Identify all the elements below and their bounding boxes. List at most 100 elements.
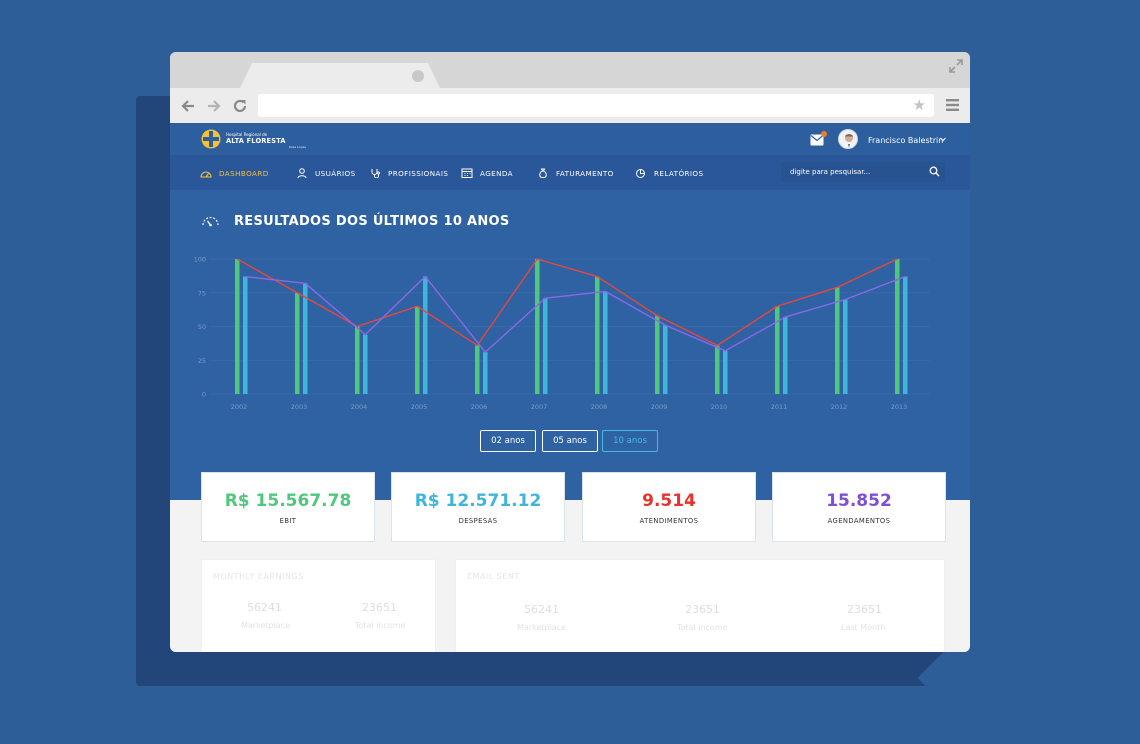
kpi-value: 9.514 — [642, 491, 696, 511]
reload-icon[interactable] — [231, 97, 249, 115]
x-tick-label: 2003 — [291, 403, 308, 411]
kpi-label: EBIT — [279, 517, 297, 525]
user-name[interactable]: Francisco Balestrin — [868, 136, 944, 145]
x-tick-label: 2002 — [231, 403, 248, 411]
logo-tagline: Rosa Lopes — [289, 145, 306, 149]
bar — [295, 292, 300, 394]
stat-value: 23651 — [847, 603, 882, 616]
chevron-down-icon[interactable] — [940, 137, 946, 142]
bar — [303, 283, 308, 394]
nav-label: PROFISSIONAIS — [388, 168, 449, 178]
x-tick-label: 2007 — [531, 403, 548, 411]
mail-icon[interactable] — [810, 134, 824, 146]
bar — [723, 350, 728, 394]
stat-label: Marketplace — [517, 623, 567, 632]
nav-label: AGENDA — [480, 168, 514, 178]
expand-icon[interactable] — [948, 58, 964, 74]
bar — [535, 259, 540, 394]
forward-arrow-icon[interactable] — [205, 97, 223, 115]
hospital-logo[interactable]: Hospital Regional de ALTA FLORESTA Rosa … — [201, 129, 311, 150]
y-tick-label: 0 — [202, 391, 206, 399]
nav-label: FATURAMENTO — [556, 168, 614, 178]
search-input[interactable]: digite para pesquisar... — [781, 162, 945, 182]
y-tick-label: 25 — [198, 357, 206, 365]
y-tick-label: 75 — [198, 289, 206, 297]
stat-label: Marketplace — [241, 621, 291, 630]
x-tick-label: 2011 — [771, 403, 788, 411]
nav-item-usuarios[interactable]: USUÁRIOS — [296, 168, 356, 178]
stat-value: 56241 — [247, 601, 282, 614]
series-line — [236, 258, 898, 347]
speedometer-icon — [202, 216, 219, 227]
kpi-label: AGENDAMENTOS — [827, 517, 891, 525]
user-icon — [297, 168, 307, 178]
avatar-person-icon — [841, 134, 857, 148]
series-line — [245, 275, 906, 353]
bar — [595, 276, 600, 394]
browser-menu-icon[interactable] — [946, 99, 959, 111]
x-tick-label: 2006 — [471, 403, 488, 411]
logo-subtitle: Hospital Regional de — [226, 132, 268, 137]
y-tick-label: 50 — [198, 323, 206, 331]
range-button-5y[interactable]: 05 anos — [542, 430, 598, 452]
range-button-10y[interactable]: 10 anos — [602, 430, 658, 452]
card-title: EMAIL SENT — [467, 572, 520, 581]
bookmark-star-icon[interactable]: ★ — [912, 96, 926, 114]
nav-label: RELATÓRIOS — [654, 168, 704, 178]
x-tick-label: 2012 — [831, 403, 848, 411]
stat-label: Last Month — [841, 623, 886, 632]
x-tick-label: 2009 — [651, 403, 668, 411]
tab-close-icon[interactable] — [412, 70, 424, 82]
search-icon[interactable] — [929, 166, 940, 177]
calendar-icon — [461, 168, 473, 178]
nav-label: DASHBOARD — [219, 168, 269, 178]
dashboard-icon — [200, 171, 212, 178]
money-bag-icon — [539, 168, 547, 178]
browser-titlebar — [170, 52, 970, 88]
x-tick-label: 2005 — [411, 403, 428, 411]
bar — [423, 276, 428, 394]
bar — [355, 326, 360, 394]
bar — [843, 299, 848, 394]
kpi-value: 15.852 — [826, 491, 892, 511]
nav-item-faturamento[interactable]: FATURAMENTO — [537, 168, 614, 178]
user-avatar[interactable] — [838, 129, 858, 149]
nav-item-dashboard[interactable]: DASHBOARD — [200, 168, 269, 178]
stat-value: 23651 — [362, 601, 397, 614]
app-header: Hospital Regional de ALTA FLORESTA Rosa … — [170, 123, 970, 155]
browser-window: ★ Hospital Regional de ALTA FLORESTA Ros… — [170, 52, 970, 652]
stat-label: Total income — [355, 621, 406, 630]
email-sent-card: EMAIL SENT 56241 Marketplace 23651 Total… — [455, 559, 945, 652]
card-title: MONTHLY EARNINGS — [213, 572, 304, 581]
notification-badge — [821, 131, 827, 137]
address-bar[interactable]: ★ — [258, 94, 934, 117]
kpi-label: ATENDIMENTOS — [639, 517, 699, 525]
bar — [483, 352, 488, 394]
app-viewport: Hospital Regional de ALTA FLORESTA Rosa … — [170, 123, 970, 652]
kpi-card-ebit: R$ 15.567.78 EBIT — [201, 472, 375, 542]
y-tick-label: 100 — [194, 256, 206, 264]
bar — [663, 325, 668, 394]
logo-title: ALTA FLORESTA — [226, 137, 286, 145]
section-title: RESULTADOS DOS ÚLTIMOS 10 ANOS — [234, 213, 510, 229]
bar — [775, 306, 780, 394]
search-placeholder: digite para pesquisar... — [790, 168, 871, 176]
x-tick-label: 2013 — [891, 403, 908, 411]
kpi-card-agendamentos: 15.852 AGENDAMENTOS — [772, 472, 946, 542]
bar — [835, 287, 840, 394]
nav-item-relatorios[interactable]: RELATÓRIOS — [635, 168, 703, 178]
bar — [475, 345, 480, 394]
browser-toolbar: ★ — [170, 88, 970, 123]
nav-item-profissionais[interactable]: PROFISSIONAIS — [369, 168, 448, 178]
bar — [895, 259, 900, 394]
x-tick-label: 2010 — [711, 403, 728, 411]
nav-item-agenda[interactable]: AGENDA — [461, 168, 513, 178]
bar — [783, 317, 788, 394]
stat-label: Total income — [677, 623, 728, 632]
browser-tab[interactable] — [240, 63, 440, 88]
range-button-2y[interactable]: 02 anos — [480, 430, 536, 452]
cross-logo-icon — [201, 129, 221, 149]
back-arrow-icon[interactable] — [179, 97, 197, 115]
bar — [543, 298, 548, 394]
section-header: RESULTADOS DOS ÚLTIMOS 10 ANOS — [201, 213, 510, 229]
